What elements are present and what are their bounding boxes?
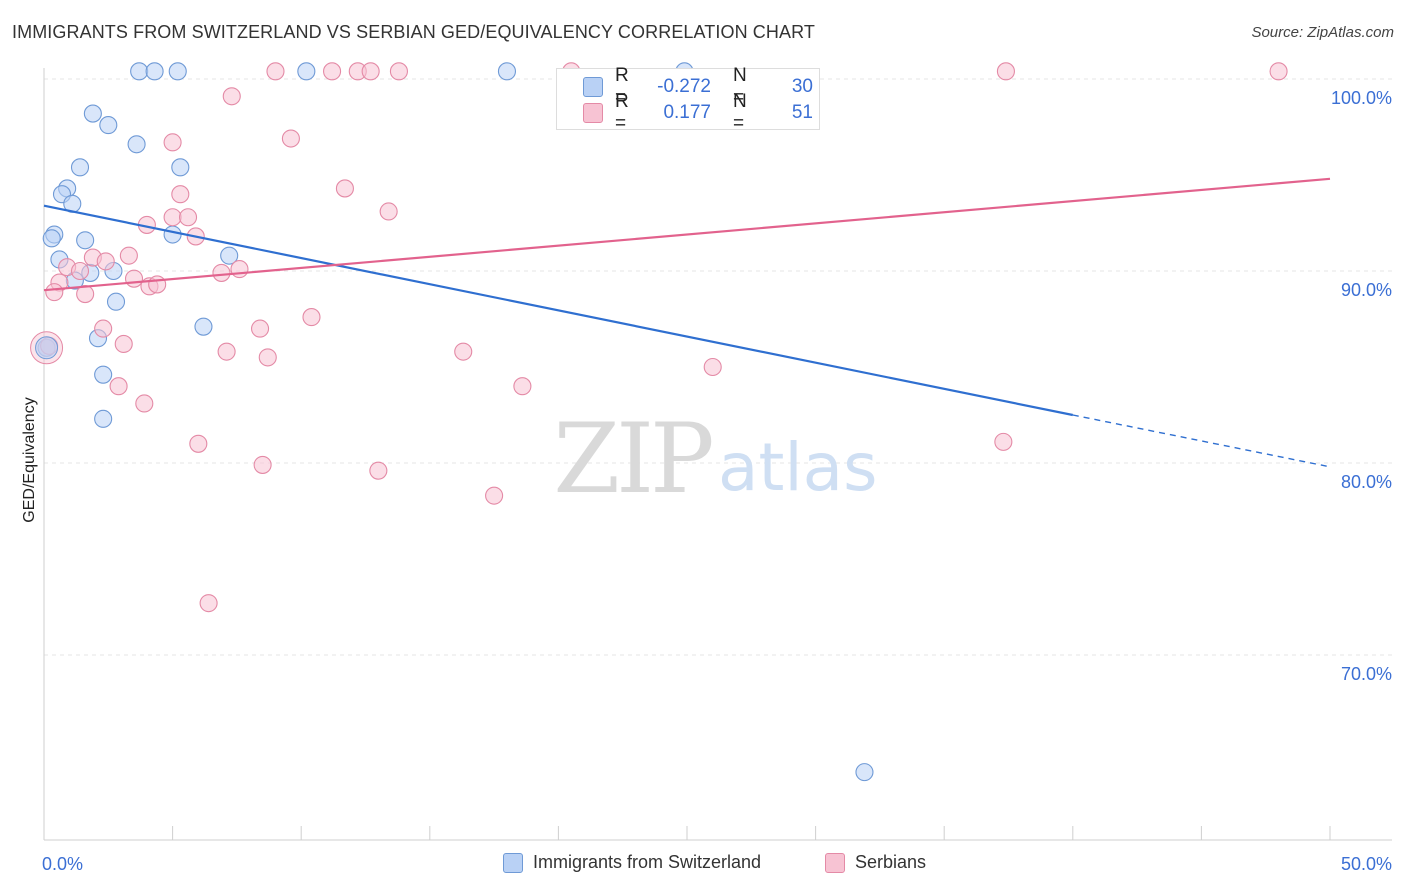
switzerland-point [171,158,190,177]
serbian-point [124,269,144,288]
switzerland-point [220,246,239,265]
switzerland-point [194,317,213,336]
stats-legend: R = -0.272 N = 30 R = 0.177 N = 51 [556,65,820,134]
serbian-point [94,319,113,338]
switzerland-point [94,365,113,384]
bottom-legend: Immigrants from Switzerland Serbians [0,850,1406,880]
switzerland-point [106,292,126,311]
switzerland-trend-line [43,204,1074,417]
stats-r-label: R = [615,65,629,108]
switzerland-trend-extension [1072,414,1331,468]
serbian-point [253,455,272,474]
serbian-point [335,179,354,198]
serbian-point [163,208,182,227]
serbian-point [178,208,198,227]
serbian-point [1269,62,1288,81]
serbian-point [250,319,270,338]
y-tick-label: 70.0% [1341,664,1392,684]
stats-r-label: R = [615,91,629,134]
serbian-point [703,357,722,377]
switzerland-point [497,62,517,81]
y-tick-label: 80.0% [1341,472,1392,492]
tick-labels: 100.0% 90.0% 80.0% 70.0% 0.0% 50.0% [42,88,1392,874]
switzerland-point [42,229,61,248]
watermark-zip: ZIP [553,403,712,515]
stats-n-label: N = [733,65,747,108]
serbian-point [281,129,300,148]
serbian-point [135,394,154,413]
switzerland-point [163,225,182,244]
legend-label: Serbians [855,852,927,872]
switzerland-point [855,763,874,782]
serbian-point [114,334,133,354]
y-tick-label: 90.0% [1341,280,1392,300]
watermark-atlas: atlas [718,429,878,506]
serbian-point [119,246,138,265]
switzerland-point [127,135,146,154]
serbian-point [454,342,473,361]
switzerland-point [99,116,118,135]
serbian-point [994,432,1013,451]
serbian-point [302,308,321,327]
serbian-point [513,377,532,396]
serbian-point [171,185,190,204]
stats-r-value: -0.272 [657,76,711,97]
serbian-point [163,133,182,152]
serbian-point [323,62,342,81]
serbian-point [45,283,64,302]
serbian-point [379,202,398,221]
pink-swatch-icon [583,103,603,123]
points-layer [30,62,1288,782]
source-label: Source: ZipAtlas.com [1251,24,1394,41]
serbian-point [369,461,388,480]
serbian-point [485,486,504,505]
serbian-point [258,348,277,367]
switzerland-point [70,158,90,177]
serbian-point [212,263,231,282]
switzerland-point [94,409,113,428]
serbian-point [230,260,249,279]
y-tick-label: 100.0% [1331,88,1392,108]
switzerland-point [83,104,102,123]
switzerland-point [76,231,95,250]
watermark: ZIP atlas [553,403,877,515]
serbian-point [189,434,208,453]
serbian-point [109,377,128,396]
trend-layer [43,177,1331,468]
serbian-point [266,62,285,81]
pink-swatch-icon [825,852,845,873]
serbian-point [222,87,241,106]
stats-r-value: 0.177 [663,102,711,123]
serbian-trend-line [43,177,1331,292]
legend-item-serbians[interactable]: Serbians [825,852,926,873]
serbian-point [148,275,167,294]
switzerland-point [297,62,316,81]
serbian-point [389,62,408,81]
blue-swatch-icon [583,77,603,97]
x-tick-label: 0.0% [42,854,83,874]
blue-swatch-icon [503,852,523,873]
serbian-point [996,62,1015,81]
serbian-point [96,252,115,271]
switzerland-point-large [35,336,59,360]
switzerland-point [130,62,149,81]
axis-layer [43,68,1392,841]
switzerland-point [168,62,187,81]
stats-n-label: N = [733,91,747,134]
stats-n-value: 51 [791,102,813,123]
serbian-point [70,261,90,281]
serbian-point [361,62,380,81]
switzerland-point [145,62,164,81]
x-tick-label: 50.0% [1341,854,1392,874]
serbian-point [199,594,218,613]
chart-title: IMMIGRANTS FROM SWITZERLAND VS SERBIAN G… [12,22,815,42]
legend-item-switzerland[interactable]: Immigrants from Switzerland [503,852,761,873]
serbian-point [217,342,236,361]
legend-label: Immigrants from Switzerland [533,852,762,872]
stats-n-value: 30 [791,76,813,97]
